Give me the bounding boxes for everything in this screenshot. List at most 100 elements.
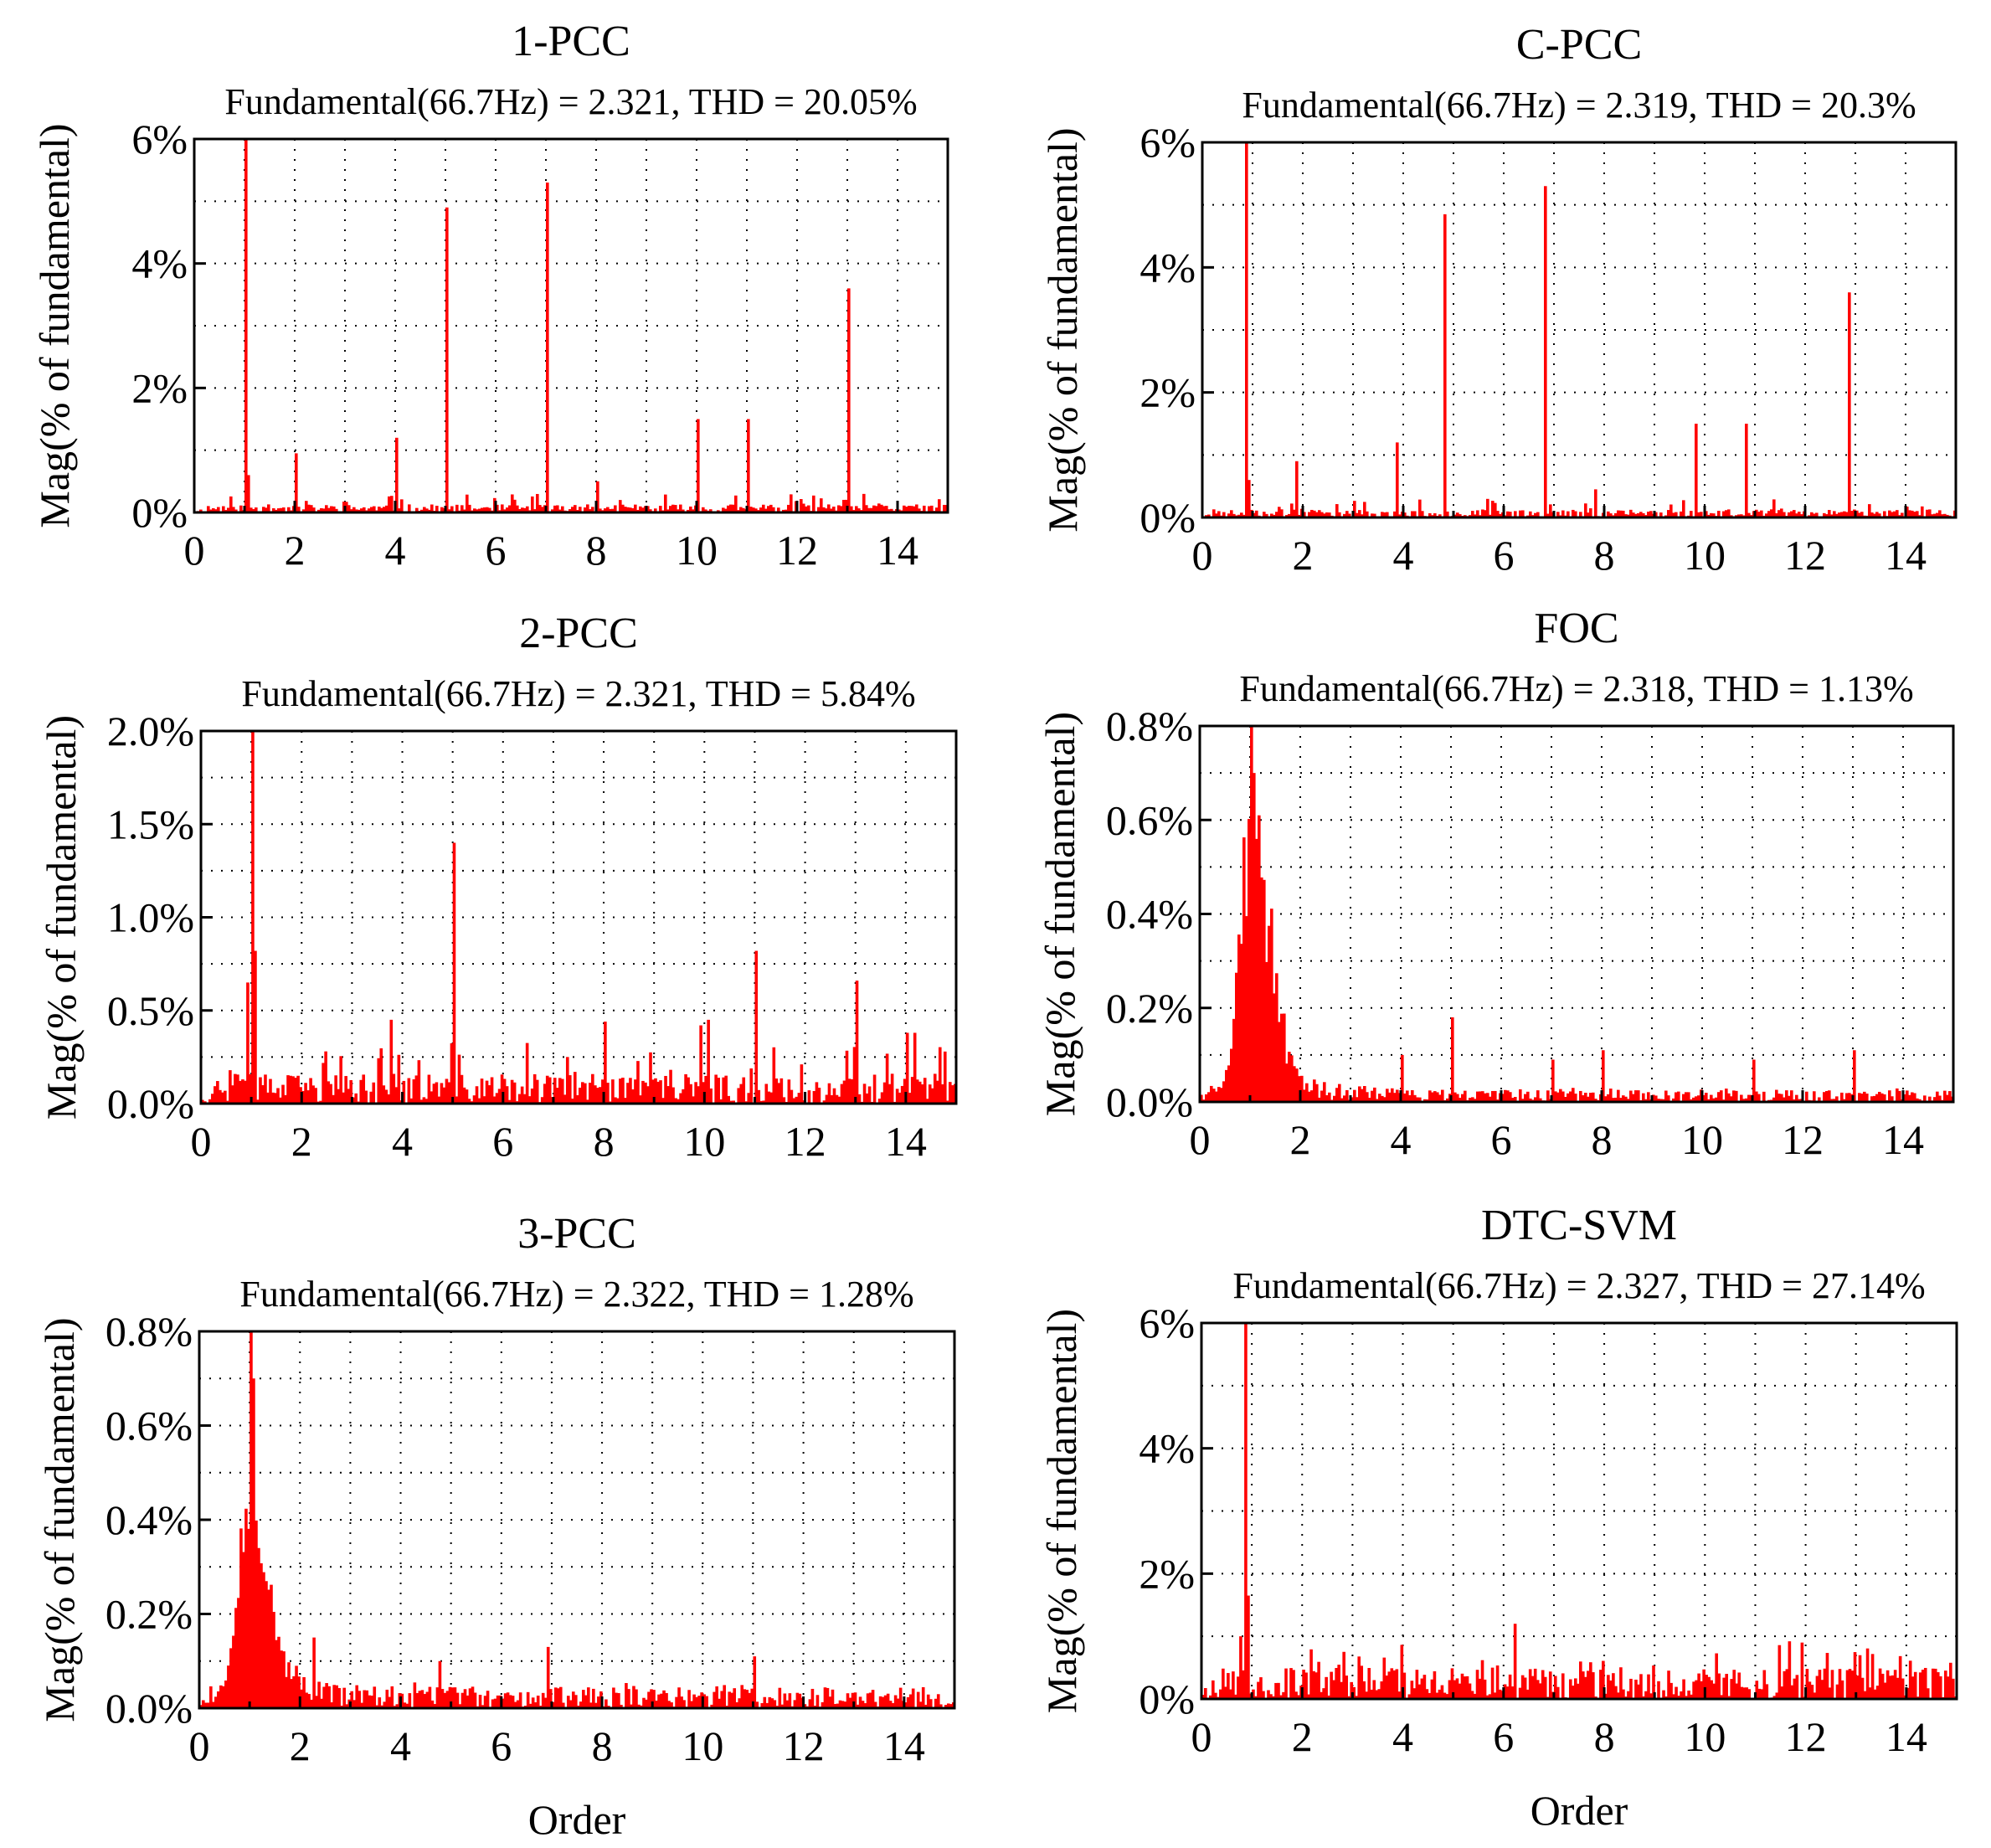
spectrum-bar	[510, 1079, 514, 1104]
spectrum-bar	[1417, 1684, 1422, 1699]
spectrum-bar	[526, 1691, 530, 1708]
spectrum-bar	[1654, 1095, 1658, 1102]
spectrum-bar	[1627, 1099, 1630, 1102]
spectrum-bar	[1675, 512, 1678, 517]
spectrum-bar	[1234, 1694, 1237, 1699]
spectrum-bar	[1722, 1677, 1726, 1699]
spectrum-bar	[777, 1083, 781, 1104]
spectrum-bar	[448, 509, 451, 512]
spectrum-bar	[1441, 1089, 1444, 1102]
y-tick-label: 0.4%	[105, 1496, 193, 1543]
spectrum-bar	[1525, 1689, 1530, 1699]
spectrum-bar	[654, 1078, 657, 1104]
spectrum-bar	[466, 494, 469, 512]
spectrum-bar	[417, 1060, 421, 1104]
spectrum-bar	[1461, 1094, 1464, 1102]
spectrum-bar	[403, 1702, 407, 1708]
spectrum-bar	[541, 507, 544, 512]
spectrum-bar	[1536, 512, 1540, 517]
spectrum-bar	[282, 1651, 286, 1708]
spectrum-bar	[302, 509, 306, 512]
spectrum-bar	[1632, 1094, 1635, 1102]
spectrum-bar	[1747, 1689, 1752, 1699]
spectrum-bar	[1298, 1076, 1301, 1102]
spectrum-bar	[350, 1691, 354, 1708]
spectrum-bar	[242, 1552, 245, 1708]
spectrum-bar	[551, 509, 554, 512]
spectrum-bar	[265, 1581, 268, 1708]
spectrum-bar	[1865, 1094, 1869, 1102]
spectrum-bar	[1883, 1682, 1887, 1699]
spectrum-bar	[823, 1687, 827, 1708]
spectrum-bar	[798, 1693, 802, 1708]
spectrum-bar	[1268, 925, 1271, 1102]
spectrum-bar	[772, 507, 775, 512]
spectrum-bar	[1250, 726, 1253, 1102]
spectrum-bar	[1312, 1670, 1315, 1699]
spectrum-bar	[229, 1070, 232, 1104]
spectrum-bar	[287, 507, 291, 512]
spectrum-bar	[1514, 511, 1517, 517]
x-tick-label: 0	[1191, 1713, 1212, 1760]
spectrum-bar	[1278, 1022, 1281, 1102]
spectrum-bar	[1780, 1686, 1784, 1699]
spectrum-bar	[1327, 1695, 1330, 1699]
spectrum-bar	[281, 1084, 285, 1104]
spectrum-bar	[486, 507, 489, 512]
spectrum-bar	[908, 1093, 912, 1104]
spectrum-bar	[1777, 510, 1781, 517]
spectrum-bar	[397, 1054, 401, 1104]
spectrum-bar	[448, 1686, 452, 1708]
spectrum-bar	[739, 1084, 743, 1104]
spectrum-bar	[334, 1075, 337, 1104]
spectrum-bar	[1863, 1091, 1866, 1102]
spectrum-bar	[355, 1685, 359, 1708]
spectrum-bar	[820, 498, 823, 512]
spectrum-bar	[617, 1693, 620, 1708]
x-axis-label: Order	[1531, 1787, 1628, 1834]
spectrum-bar	[1941, 514, 1944, 517]
spectrum-bar	[727, 1095, 730, 1104]
spectrum-bar	[1830, 1099, 1834, 1102]
spectrum-bar	[886, 1693, 890, 1708]
spectrum-bar	[306, 1090, 310, 1104]
spectrum-bar	[674, 505, 677, 512]
spectrum-bar	[1860, 1094, 1864, 1102]
spectrum-bar	[1790, 1685, 1794, 1699]
spectrum-bar	[208, 1099, 212, 1104]
spectrum-bar	[639, 506, 642, 512]
spectrum-bar	[463, 509, 466, 512]
spectrum-bar	[803, 1704, 807, 1708]
spectrum-bar	[1710, 512, 1713, 517]
spectrum-bar	[948, 1082, 952, 1104]
y-axis-label: Mag(% of fundamental)	[1037, 712, 1083, 1116]
spectrum-bar	[1453, 1680, 1457, 1699]
spectrum-bar	[1775, 1089, 1778, 1102]
spectrum-bar	[204, 1702, 208, 1708]
x-tick-label: 6	[1491, 1116, 1512, 1163]
spectrum-bar	[226, 1100, 229, 1104]
spectrum-bar	[453, 1687, 457, 1708]
spectrum-bar	[373, 506, 376, 512]
x-tick-label: 0	[189, 1722, 210, 1769]
spectrum-bar	[782, 509, 785, 512]
spectrum-bar	[568, 1700, 573, 1708]
spectrum-bar	[891, 1702, 895, 1708]
spectrum-bar	[558, 509, 562, 512]
spectrum-bar	[337, 1089, 340, 1104]
spectrum-bar	[1403, 512, 1407, 517]
spectrum-bar	[335, 508, 338, 512]
spectrum-bar	[916, 1691, 920, 1708]
spectrum-bar	[923, 505, 926, 512]
spectrum-bars	[194, 139, 949, 513]
spectrum-bar	[560, 1078, 564, 1104]
spectrum-bar	[1777, 1094, 1781, 1102]
spectrum-bar	[284, 1094, 287, 1104]
spectrum-bar	[918, 508, 921, 512]
spectrum-bar	[476, 509, 479, 512]
spectrum-bar	[460, 1074, 464, 1104]
spectrum-bar	[1388, 1092, 1392, 1102]
spectrum-bar	[1253, 773, 1256, 1102]
spectrum-bar	[1571, 1686, 1575, 1699]
spectrum-bar	[1810, 1685, 1814, 1699]
